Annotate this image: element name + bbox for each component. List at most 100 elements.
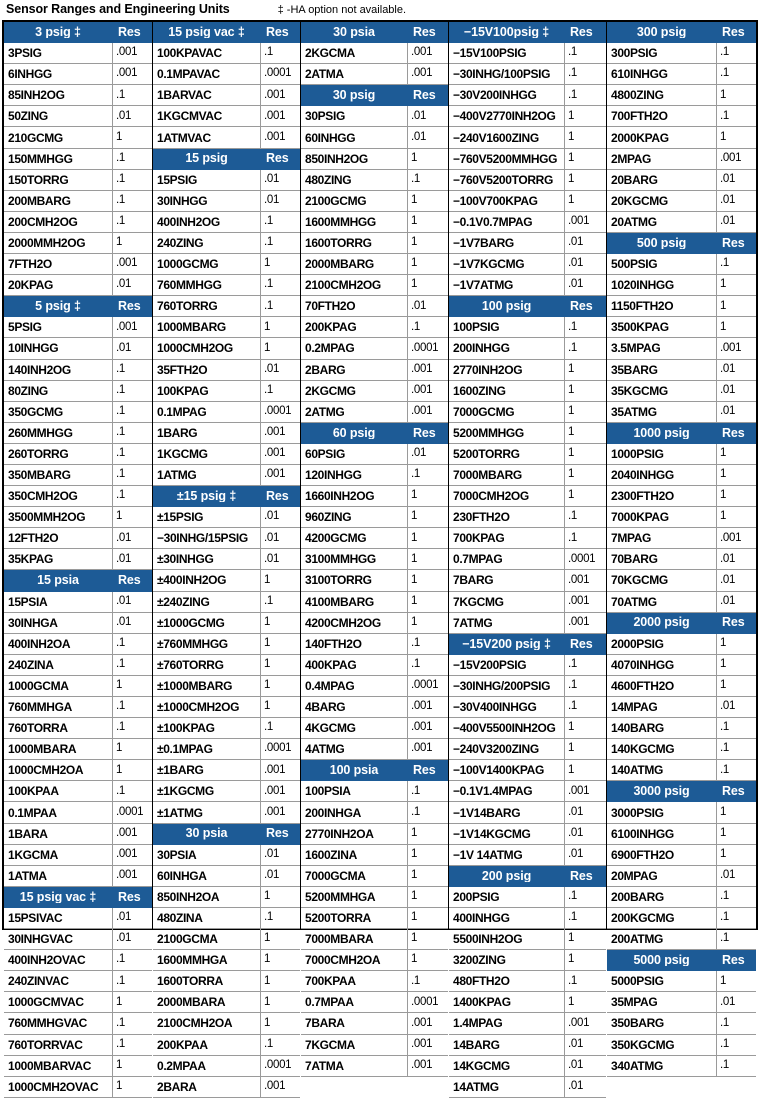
unit-code-cell: 20MPAG — [611, 869, 658, 882]
table-row: 5000PSIG 1 — [607, 971, 756, 993]
resolution-cell: 1 — [564, 486, 606, 507]
table-row: 2100GCMG 1 — [301, 190, 448, 212]
resolution-cell: .1 — [407, 169, 448, 190]
resolution-cell: .1 — [407, 781, 448, 802]
unit-code-cell: 240ZINA — [8, 658, 54, 671]
unit-code-cell: 7000KPAG — [611, 511, 669, 524]
resolution-header-label: Res — [716, 232, 756, 254]
table-row: 140KGCMG .1 — [607, 739, 756, 761]
unit-code-cell: 4070INHGG — [611, 658, 674, 671]
unit-code-cell: 70ATMG — [611, 595, 657, 608]
resolution-cell: .1 — [716, 254, 756, 275]
table-row: ±760TORRG 1 — [153, 654, 300, 676]
table-row: −30INHG/15PSIG .01 — [153, 528, 300, 550]
resolution-header-label: Res — [260, 148, 300, 169]
unit-code-cell: 1600TORRG — [305, 236, 372, 249]
table-row: 2000PSIG 1 — [607, 633, 756, 655]
unit-code-cell: 35BARG — [611, 363, 658, 376]
unit-code-cell: 1ATMVAC — [157, 131, 211, 144]
unit-code-cell: 7000GCMG — [453, 405, 515, 418]
table-row: 1ATMG .001 — [153, 464, 300, 487]
unit-code-cell: 6INHGG — [8, 68, 52, 81]
table-row: 340ATMG .1 — [607, 1055, 756, 1077]
resolution-cell: .01 — [716, 190, 756, 211]
table-row: 7000MBARA 1 — [301, 929, 448, 951]
resolution-cell: .1 — [564, 85, 606, 106]
unit-code-cell: 4ATMG — [305, 743, 345, 756]
table-row: 480ZING .1 — [301, 169, 448, 191]
table-row: ±1BARG .001 — [153, 760, 300, 782]
table-row: 1BARG .001 — [153, 422, 300, 444]
resolution-cell: 1 — [260, 317, 300, 338]
resolution-cell: 1 — [112, 739, 152, 760]
unit-code-cell: 2BARG — [305, 363, 346, 376]
resolution-cell: 1 — [564, 106, 606, 127]
unit-code-cell: −30INHG/200PSIG — [453, 679, 551, 692]
table-row: −240V1600ZING 1 — [449, 127, 606, 149]
unit-code-cell: 2ATMG — [305, 405, 345, 418]
resolution-cell: 1 — [716, 675, 756, 696]
unit-code-cell: 30INHGG — [157, 194, 208, 207]
table-row: 230FTH2O .1 — [449, 507, 606, 529]
unit-code-cell: 0.1MPAG — [157, 405, 207, 418]
resolution-cell: 1 — [407, 275, 448, 296]
unit-code-cell: 1000GCMVAC — [8, 996, 84, 1009]
table-row: 7KGCMG .001 — [449, 591, 606, 613]
resolution-cell: 1 — [564, 739, 606, 760]
unit-code-cell: 2000PSIG — [611, 637, 664, 650]
table-row: 30INHGG .01 — [153, 190, 300, 212]
table-row: 2BARG .001 — [301, 359, 448, 381]
table-row: 350CMH2OG .1 — [4, 486, 152, 508]
unit-code-cell: −1V7KGCMG — [453, 258, 525, 271]
resolution-cell: 1 — [564, 464, 606, 486]
table-row: 4800ZING 1 — [607, 85, 756, 107]
resolution-header-label: Res — [112, 22, 152, 43]
unit-code-cell: −0.1V1.4MPAG — [453, 785, 533, 798]
range-header-title: 500 psig — [636, 236, 687, 250]
unit-code-cell: 4600FTH2O — [611, 679, 674, 692]
resolution-cell: .1 — [407, 971, 448, 992]
resolution-cell: .01 — [407, 443, 448, 464]
unit-code-cell: 14BARG — [453, 1038, 500, 1051]
resolution-header-label: Res — [112, 296, 152, 317]
resolution-cell: 1 — [407, 612, 448, 633]
resolution-cell: 1 — [407, 570, 448, 591]
table-row: 14MPAG .01 — [607, 697, 756, 719]
table-row: 12FTH2O .01 — [4, 528, 152, 550]
table-row: 700KPAA .1 — [301, 971, 448, 993]
resolution-cell: .1 — [112, 422, 152, 443]
unit-code-cell: 14ATMG — [453, 1080, 499, 1093]
resolution-cell: 1 — [407, 591, 448, 612]
table-row: 1KGCMG .001 — [153, 443, 300, 465]
table-row: 30PSIA .01 — [153, 844, 300, 866]
table-row: 140ATMG .1 — [607, 760, 756, 782]
unit-code-cell: 7FTH2O — [8, 258, 52, 271]
resolution-cell: .0001 — [260, 401, 300, 422]
unit-code-cell: 3500MMH2OG — [8, 511, 86, 524]
resolution-cell: .1 — [112, 654, 152, 675]
unit-code-cell: 30INHGA — [8, 616, 58, 629]
table-row: 200INHGA .1 — [301, 802, 448, 824]
table-row: 140FTH2O .1 — [301, 633, 448, 655]
resolution-cell: .0001 — [260, 739, 300, 760]
unit-code-cell: 350CMH2OG — [8, 490, 78, 503]
resolution-cell: .1 — [716, 64, 756, 85]
resolution-cell: .0001 — [407, 338, 448, 359]
unit-code-cell: 0.2MPAA — [157, 1059, 206, 1072]
range-header-title: 15 psig vac ‡ — [19, 890, 97, 904]
unit-code-cell: 480ZINA — [157, 911, 203, 924]
resolution-cell: 1 — [112, 1055, 152, 1076]
resolution-cell: .01 — [112, 549, 152, 570]
resolution-cell: .01 — [716, 865, 756, 886]
table-row: 7ATMA .001 — [301, 1055, 448, 1077]
table-row: 200KPAG .1 — [301, 317, 448, 339]
table-row: 760MMHGG .1 — [153, 275, 300, 297]
table-row: −1V7KGCMG .01 — [449, 254, 606, 276]
resolution-cell: 1 — [260, 929, 300, 950]
resolution-cell: 1 — [564, 992, 606, 1013]
resolution-cell: .001 — [407, 43, 448, 64]
table-row: 15PSIG .01 — [153, 169, 300, 191]
resolution-cell: .1 — [260, 1034, 300, 1055]
resolution-cell: .1 — [112, 190, 152, 211]
resolution-cell: 1 — [716, 275, 756, 296]
